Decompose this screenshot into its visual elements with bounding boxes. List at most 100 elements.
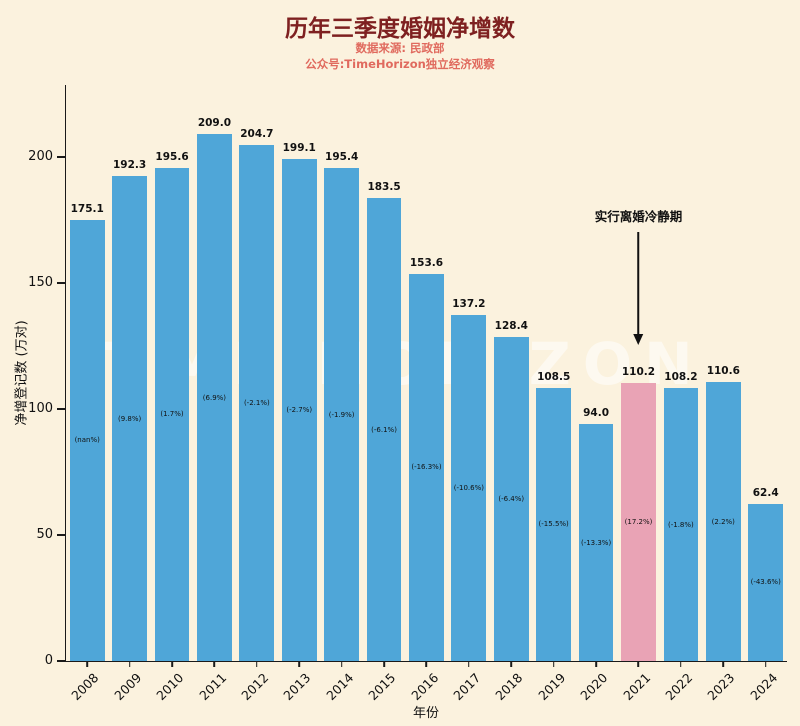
bar-value-label: 62.4: [752, 486, 779, 499]
y-tick-label: 50: [36, 526, 53, 542]
bar-value-label: 153.6: [409, 256, 444, 269]
bar-group-2008: 175.1 (nan%) 2008: [66, 85, 108, 703]
y-tick-label: 200: [28, 148, 53, 164]
bar-pct-label: (-10.6%): [453, 484, 484, 493]
x-tick-mark: [510, 661, 513, 667]
x-tick-mark: [128, 661, 131, 667]
x-tick-mark: [425, 661, 428, 667]
bar-group-2015: 183.5 (-6.1%) 2015: [363, 85, 405, 703]
bar-2011: [197, 134, 232, 661]
bar-pct-label: (2.2%): [711, 517, 735, 526]
bar-group-2020: 94.0 (-13.3%) 2020: [575, 85, 617, 703]
bar-pct-label: (-43.6%): [750, 578, 781, 587]
x-tick-mark: [595, 661, 597, 667]
x-tick-mark: [722, 661, 725, 667]
x-tick-label: 2018: [492, 670, 526, 704]
x-tick-label: 2022: [662, 670, 696, 704]
x-tick-label: 2013: [280, 670, 314, 704]
bar-pct-label: (-6.4%): [498, 495, 525, 504]
bar-pct-label: (-1.8%): [668, 520, 694, 529]
y-tick-mark: [57, 660, 65, 662]
annotation-arrow-head: [633, 334, 644, 346]
plot-area: 0 50 100 150 200 175.1 (nan%) 2008 192.3 (9.8%) 2…: [28, 85, 787, 703]
bar-group-2009: 192.3 (9.8%) 2009: [108, 85, 150, 703]
bar-value-label: 128.4: [494, 320, 528, 333]
y-tick-mark: [57, 156, 65, 158]
y-axis-label: 净增登记数 (万对): [14, 320, 30, 426]
bar-pct-label: (-6.1%): [371, 425, 397, 434]
x-tick-mark: [637, 661, 640, 667]
bar-2023: [705, 382, 741, 661]
bar-value-label: 183.5: [367, 181, 401, 194]
x-tick-label: 2020: [577, 670, 611, 704]
bar-value-label: 110.6: [706, 365, 740, 378]
bars-container: 175.1 (nan%) 2008 192.3 (9.8%) 2009 195.6 (1.7%…: [66, 85, 787, 703]
x-tick-mark: [171, 661, 173, 667]
annotation-arrow-line: [637, 232, 640, 336]
bar-value-label: 195.6: [155, 150, 189, 163]
y-tick-mark: [57, 534, 65, 536]
bar-value-label: 110.2: [621, 366, 656, 379]
annotation-text: 实行离婚冷静期: [594, 209, 683, 225]
bar-pct-label: (-16.3%): [411, 463, 442, 472]
chart-subtitle: 公众号:TimeHorizon独立经济观察: [305, 57, 495, 71]
y-tick-mark: [57, 282, 65, 284]
x-axis-label: 年份: [412, 706, 439, 721]
bar-value-label: 192.3: [113, 159, 147, 172]
x-tick-label: 2023: [704, 670, 738, 704]
bar-2017: [451, 315, 487, 661]
x-tick-mark: [298, 661, 301, 667]
bar-group-2010: 195.6 (1.7%) 2010: [151, 85, 193, 703]
y-tick-label: 100: [28, 400, 53, 416]
bar-value-label: 204.7: [240, 128, 274, 140]
bar-group-2022: 108.2 (-1.8%) 2022: [660, 85, 702, 703]
x-tick-mark: [340, 661, 343, 667]
x-tick-mark: [256, 661, 258, 667]
bar-pct-label: (9.8%): [117, 414, 142, 423]
x-tick-mark: [383, 661, 385, 667]
chart-title: 历年三季度婚姻净增数: [285, 16, 515, 42]
bar-group-2021: 110.2 (17.2%) 2021 实行离婚冷静期: [595, 85, 683, 703]
bar-2012: [239, 145, 275, 661]
y-tick-label: 0: [44, 653, 53, 668]
x-tick-mark: [764, 661, 767, 667]
x-tick-label: 2021: [619, 670, 654, 704]
bar-2020: [578, 424, 614, 661]
bar-2018: [493, 337, 529, 661]
x-tick-label: 2008: [68, 670, 102, 704]
bar-2009: [112, 176, 147, 661]
bar-group-2018: 128.4 (-6.4%) 2018: [490, 85, 532, 703]
bar-group-2023: 110.6 (2.2%) 2023: [702, 85, 744, 703]
annotation: 实行离婚冷静期: [594, 206, 683, 346]
x-tick-label: 2016: [407, 670, 442, 704]
bar-2015: [366, 198, 402, 661]
x-tick-mark: [468, 661, 470, 667]
bar-group-2014: 195.4 (-1.9%) 2014: [320, 85, 362, 703]
bar-value-label: 175.1: [70, 202, 104, 215]
x-tick-label: 2019: [535, 670, 569, 704]
x-tick-mark: [552, 661, 555, 667]
bar-pct-label: (-2.1%): [243, 399, 270, 407]
bar-pct-label: (6.9%): [202, 393, 227, 402]
bar-value-label: 195.4: [325, 151, 359, 164]
y-tick-mark: [57, 408, 65, 410]
bar-group-2012: 204.7 (-2.1%) 2012: [236, 85, 278, 703]
bar-group-2017: 137.2 (-10.6%) 2017: [448, 85, 490, 703]
bar-pct-label: (nan%): [74, 436, 100, 445]
bar-2021: [621, 383, 656, 661]
bar-value-label: 94.0: [583, 407, 610, 420]
bar-group-2016: 153.6 (-16.3%) 2016: [405, 85, 447, 703]
bar-value-label: 108.5: [537, 370, 571, 383]
bar-2024: [748, 503, 784, 661]
bar-value-label: 137.2: [452, 298, 486, 311]
x-tick-mark: [86, 661, 88, 667]
bar-pct-label: (17.2%): [624, 518, 653, 527]
bar-pct-label: (-1.9%): [328, 410, 355, 419]
bar-2010: [154, 167, 190, 661]
x-tick-label: 2014: [323, 670, 357, 704]
bar-pct-label: (-15.5%): [538, 520, 569, 529]
y-tick-label: 150: [28, 274, 53, 290]
bar-2016: [409, 273, 444, 661]
bar-value-label: 108.2: [664, 371, 698, 384]
